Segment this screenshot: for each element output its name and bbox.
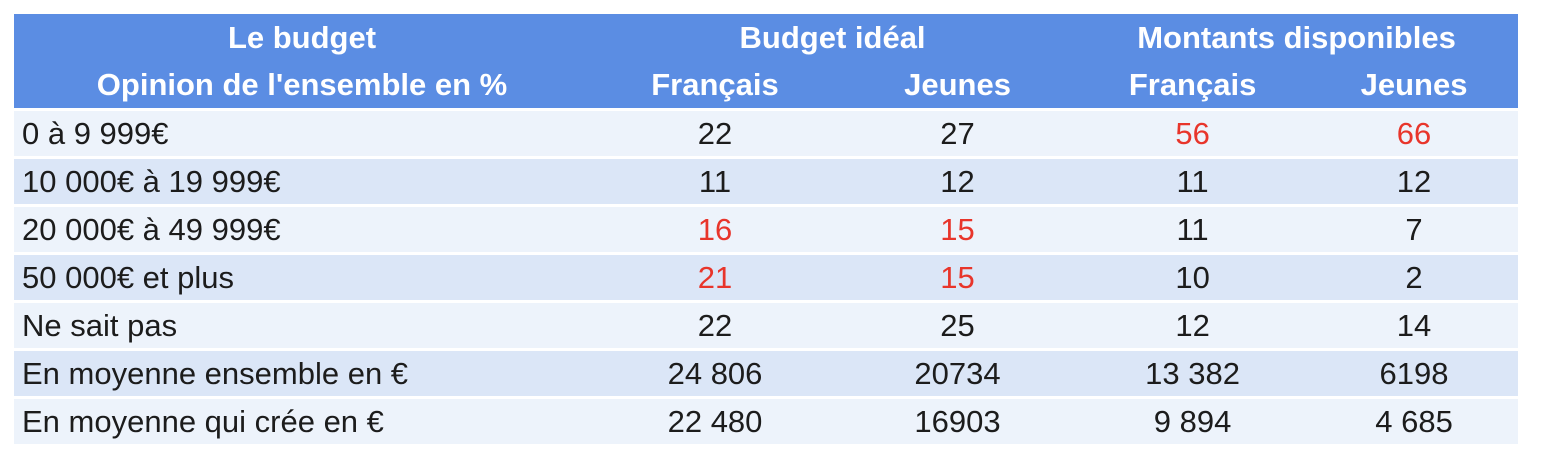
cell-value: 25: [940, 307, 975, 343]
header-subcolumn-row: Opinion de l'ensemble en % Français Jeun…: [14, 61, 1518, 108]
table-row-0-9999: 0 à 9 999€ 22 27 56 66: [14, 111, 1518, 156]
cell-value: 16903: [914, 403, 1001, 439]
row-label: 0 à 9 999€: [22, 115, 169, 151]
cell-value: 11: [1176, 163, 1209, 199]
cell-value: 66: [1396, 115, 1432, 151]
budget-opinion-table: Le budget Budget idéal Montants disponib…: [14, 14, 1518, 447]
row-label: 50 000€ et plus: [22, 259, 235, 295]
cell-value: 9 894: [1153, 403, 1232, 439]
cell-value: 24 806: [667, 355, 763, 391]
cell-value: 22 480: [667, 403, 763, 439]
cell-value: 4 685: [1375, 403, 1453, 439]
cell-value: 11: [1176, 211, 1209, 247]
table-row-moyenne-ensemble: En moyenne ensemble en € 24 806 20734 13…: [14, 351, 1518, 396]
header-title: Le budget: [227, 19, 377, 55]
table-row-10000-19999: 10 000€ à 19 999€ 11 12 11 12: [14, 159, 1518, 204]
cell-value: 7: [1405, 211, 1423, 247]
table-row-50000-plus: 50 000€ et plus 21 15 10 2: [14, 255, 1518, 300]
cell-value: 12: [1396, 163, 1432, 199]
row-label: En moyenne qui crée en €: [22, 403, 384, 439]
row-label: 10 000€ à 19 999€: [22, 163, 281, 199]
row-label: 20 000€ à 49 999€: [22, 211, 281, 247]
cell-value: 27: [940, 115, 975, 151]
cell-value: 22: [697, 307, 733, 343]
header-col-budget-ideal-francais: Français: [651, 66, 779, 102]
row-label: Ne sait pas: [22, 307, 178, 343]
cell-value: 15: [940, 259, 975, 295]
row-label: En moyenne ensemble en €: [22, 355, 409, 391]
cell-value: 15: [940, 211, 975, 247]
table-row-20000-49999: 20 000€ à 49 999€ 16 15 11 7: [14, 207, 1518, 252]
cell-value: 12: [1175, 307, 1210, 343]
header-subtitle: Opinion de l'ensemble en %: [96, 66, 508, 102]
table-header: Le budget Budget idéal Montants disponib…: [14, 14, 1518, 108]
cell-value: 6198: [1379, 355, 1449, 391]
cell-value: 56: [1175, 115, 1210, 151]
header-group-row: Le budget Budget idéal Montants disponib…: [14, 14, 1518, 61]
header-group-budget-ideal: Budget idéal: [739, 19, 926, 55]
cell-value: 13 382: [1145, 355, 1240, 391]
cell-value: 10: [1175, 259, 1210, 295]
cell-value: 16: [697, 211, 733, 247]
cell-value: 14: [1396, 307, 1432, 343]
header-col-budget-ideal-jeunes: Jeunes: [904, 66, 1011, 102]
cell-value: 22: [697, 115, 733, 151]
header-col-montants-jeunes: Jeunes: [1360, 66, 1468, 102]
cell-value: 12: [940, 163, 975, 199]
cell-value: 20734: [914, 355, 1001, 391]
header-col-montants-francais: Français: [1128, 66, 1257, 102]
cell-value: 21: [697, 259, 733, 295]
table-row-ne-sait-pas: Ne sait pas 22 25 12 14: [14, 303, 1518, 348]
cell-value: 2: [1405, 259, 1423, 295]
header-group-montants-disponibles: Montants disponibles: [1137, 19, 1456, 55]
cell-value: 11: [698, 163, 732, 199]
table-row-moyenne-qui-cree: En moyenne qui crée en € 22 480 16903 9 …: [14, 399, 1518, 444]
